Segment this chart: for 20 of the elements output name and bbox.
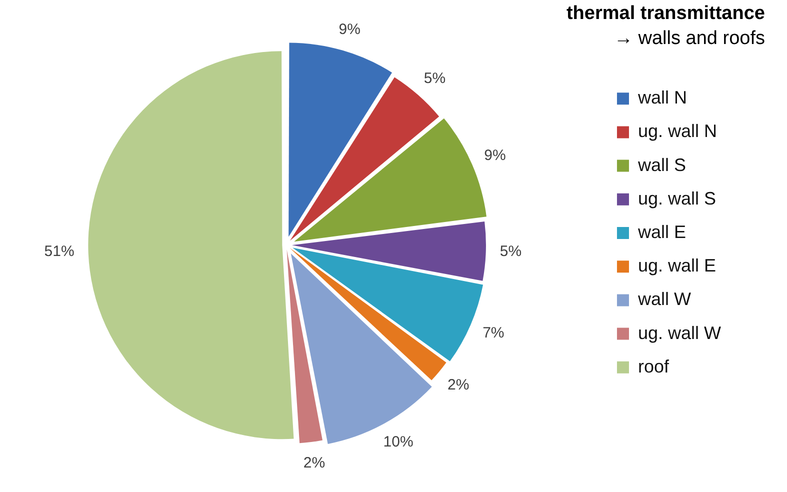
chart-subtitle: → walls and roofs xyxy=(614,27,765,51)
legend-label: wall W xyxy=(636,289,691,310)
legend-label: wall E xyxy=(636,222,686,242)
data-label: 10% xyxy=(383,433,414,450)
data-label: 5% xyxy=(424,70,446,88)
data-label: 5% xyxy=(500,243,522,260)
legend-label: wall N xyxy=(636,88,687,108)
legend-label: ug. wall E xyxy=(638,256,716,276)
data-label: 9% xyxy=(484,147,506,164)
legend-label: ug. wall N xyxy=(638,121,718,142)
data-label: 51% xyxy=(44,243,74,260)
data-label: 2% xyxy=(303,454,326,472)
data-label: 7% xyxy=(482,324,504,342)
data-label: 9% xyxy=(338,20,360,38)
legend-label: roof xyxy=(638,356,670,376)
data-label: 2% xyxy=(447,376,470,394)
legend-label: wall S xyxy=(636,154,686,175)
legend-label: ug. wall S xyxy=(638,188,716,208)
chart-title: thermal transmittance xyxy=(566,2,765,26)
legend-label: ug. wall W xyxy=(638,322,722,343)
